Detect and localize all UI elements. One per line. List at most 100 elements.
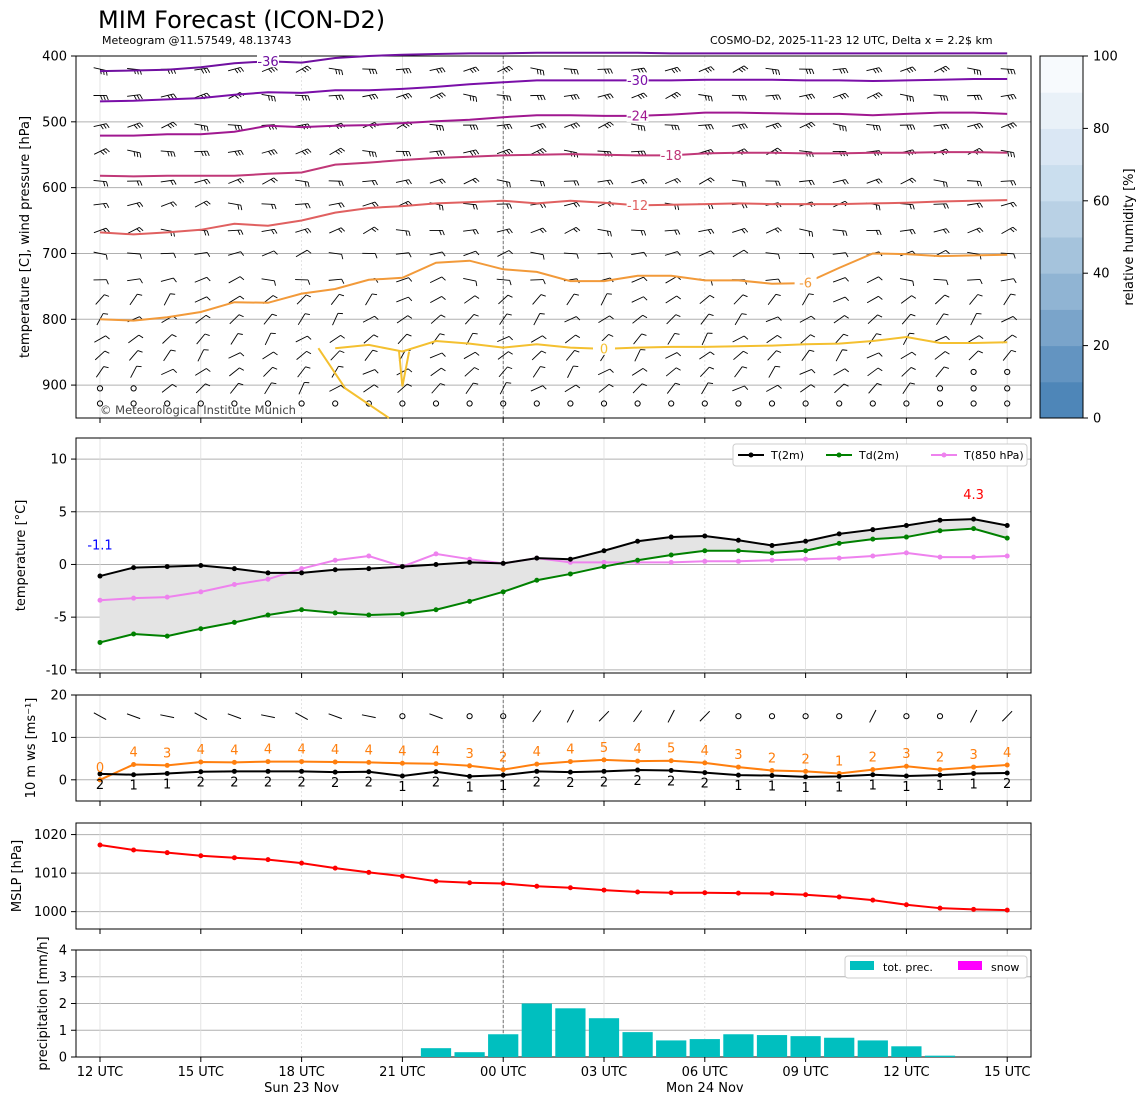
- wind-barb: [429, 178, 443, 184]
- wind-barb-flag: [643, 126, 646, 132]
- wind-barb-flag: [743, 350, 748, 355]
- wind-barb-flag: [979, 279, 983, 285]
- wind-barb-flag: [570, 69, 573, 75]
- wind-barb: [95, 366, 105, 378]
- precip-content: tot. prec. snow: [420, 955, 1028, 1057]
- data-point: [366, 612, 372, 618]
- wind-barb-flag: [772, 124, 776, 130]
- wind-barb-flag: [503, 124, 507, 130]
- wind-barb-flag: [710, 177, 715, 182]
- wind-barb: [329, 227, 342, 234]
- wind-barb-flag: [238, 382, 244, 386]
- data-point: [668, 559, 674, 565]
- wind-barb-flag: [234, 94, 239, 99]
- isotherm-label: -12: [627, 199, 648, 214]
- precip-bar: [454, 1052, 485, 1057]
- wind-barb-flag: [576, 122, 581, 127]
- wind-barb-flag: [103, 95, 106, 101]
- calm-wind-marker: [332, 400, 339, 407]
- wind-barb: [664, 229, 678, 232]
- wind-barb: [94, 335, 106, 343]
- wind-barb-flag: [371, 202, 376, 208]
- wind-barb: [296, 350, 307, 360]
- wind-barb-flag: [843, 383, 849, 387]
- wind-barb-flag: [205, 383, 211, 387]
- data-point: [567, 571, 573, 577]
- wind-barb-flag: [709, 294, 715, 299]
- wind-barb-flag: [306, 350, 312, 355]
- wind-barb-flag: [103, 203, 107, 209]
- data-point: [500, 767, 506, 773]
- wind-barb: [701, 332, 708, 346]
- wind-barb: [903, 333, 910, 345]
- data-point: [903, 763, 909, 769]
- wind-barb: [429, 713, 443, 720]
- panel-upper-air: 400 500 600 700 800 900 temperature [C], wind …: [18, 50, 1032, 423]
- wind-barb: [564, 201, 577, 207]
- data-point: [332, 567, 338, 573]
- data-point: [399, 760, 405, 766]
- calm-wind-marker: [432, 400, 440, 407]
- wind-barb-flag: [270, 179, 276, 183]
- wind-barb-flag: [738, 68, 744, 73]
- precip-bar: [488, 1034, 519, 1057]
- wind-barb: [597, 228, 611, 232]
- wind-barb-flag: [103, 313, 109, 315]
- wind-barb-flag: [206, 296, 211, 301]
- wind-barb: [833, 315, 845, 324]
- wind-barb: [631, 276, 644, 283]
- isotherm-label-bg: [593, 340, 615, 355]
- data-point: [299, 860, 305, 866]
- wind-barb: [733, 294, 744, 305]
- wind-barb: [901, 367, 912, 377]
- wind-barb-flag: [704, 124, 708, 130]
- location-subtitle: Meteogram @11.57549, 48.13743: [102, 34, 292, 47]
- wind-barb: [465, 382, 474, 394]
- wind-barb-flag: [677, 251, 681, 256]
- colorbar-label: relative humidity [%]: [1122, 168, 1137, 305]
- wind-barb-flag: [408, 93, 413, 98]
- wind-barb-flag: [872, 68, 877, 74]
- wind-barb-flag: [1012, 316, 1018, 321]
- wind-barb: [934, 65, 946, 73]
- wind-barb-flag: [976, 95, 980, 101]
- wind-barb-flag: [374, 152, 377, 158]
- wind-barb-flag: [610, 252, 613, 258]
- wind-barb-flag: [106, 203, 110, 208]
- panel-frame: [75, 437, 1032, 674]
- wind-barb-flag: [237, 230, 241, 235]
- data-point: [97, 639, 103, 645]
- wind-barb-flag: [808, 293, 814, 296]
- wind-barb: [835, 349, 843, 362]
- wind-barb-flag: [741, 95, 744, 101]
- wind-barb: [196, 333, 206, 345]
- wind-barb-flag: [909, 229, 913, 235]
- wind-barb: [967, 227, 980, 234]
- wind-barb-flag: [441, 205, 444, 211]
- data-point: [231, 566, 237, 572]
- calm-wind-marker: [298, 400, 305, 407]
- wind-barb-flag: [234, 151, 238, 156]
- wind-barb: [194, 276, 207, 283]
- data-point: [702, 548, 708, 554]
- wind-barb: [1000, 252, 1014, 255]
- wind-barb-flag: [940, 95, 943, 101]
- y-tick-label: 900: [42, 379, 67, 394]
- wind-barb-flag: [542, 123, 547, 128]
- wind-barb-flag: [805, 124, 810, 129]
- calm-wind-marker: [533, 400, 540, 407]
- wind-barb-flag: [473, 313, 479, 317]
- wind-barb-flag: [777, 122, 782, 128]
- wind-barb-flag: [474, 295, 480, 299]
- colorbar-segment: [1040, 164, 1083, 202]
- wind-barb: [833, 368, 846, 376]
- wind-barb-flag: [608, 383, 614, 388]
- wind-barb: [328, 202, 342, 206]
- calm-wind-marker: [936, 385, 944, 392]
- wind-barb-flag: [1013, 278, 1017, 284]
- wind-barb-flag: [441, 367, 446, 372]
- wind-barb-flag: [475, 66, 480, 72]
- isotherm-label-bg: [660, 147, 683, 162]
- data-point: [803, 768, 809, 774]
- calm-wind-marker: [96, 385, 104, 392]
